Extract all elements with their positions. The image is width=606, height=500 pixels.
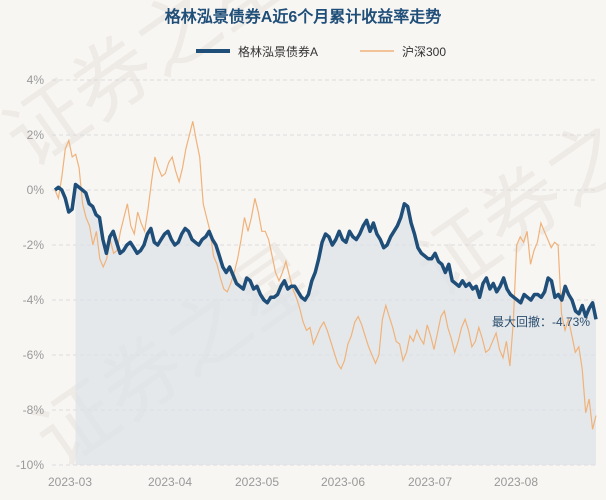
x-tick-label: 2023-06 — [321, 475, 365, 489]
y-tick-label: -4% — [23, 293, 45, 307]
legend: 格林泓景债券A 沪深300 — [196, 44, 446, 59]
x-axis-ticks: 2023-03 2023-04 2023-05 2023-06 2023-07 2023-… — [48, 475, 538, 489]
y-tick-label: -6% — [23, 348, 45, 362]
y-tick-label: -8% — [23, 403, 45, 417]
series-line-fund — [53, 182, 598, 320]
fund-area-fill — [75, 184, 596, 465]
watermark-text-1: 证券之星 — [0, 0, 302, 184]
x-tick-label: 2023-07 — [408, 475, 452, 489]
y-tick-label: 0% — [27, 183, 45, 197]
x-tick-label: 2023-08 — [494, 475, 538, 489]
y-tick-label: 2% — [27, 128, 45, 142]
x-tick-label: 2023-04 — [148, 475, 192, 489]
y-axis-ticks: 4% 2% 0% -2% -4% -6% -8% -10% — [16, 73, 44, 472]
max-drawdown-annotation: 最大回撤：-4.73% — [492, 314, 590, 329]
legend-label-fund: 格林泓景债券A — [238, 44, 318, 59]
y-tick-label: -2% — [23, 238, 45, 252]
y-tick-label: -10% — [16, 458, 44, 472]
x-tick-label: 2023-03 — [48, 475, 92, 489]
y-tick-label: 4% — [27, 73, 45, 87]
chart-title: 格林泓景债券A近6个月累计收益率走势 — [165, 7, 441, 26]
legend-label-index: 沪深300 — [402, 45, 446, 59]
x-tick-label: 2023-05 — [235, 475, 279, 489]
series-line-index — [54, 121, 597, 430]
